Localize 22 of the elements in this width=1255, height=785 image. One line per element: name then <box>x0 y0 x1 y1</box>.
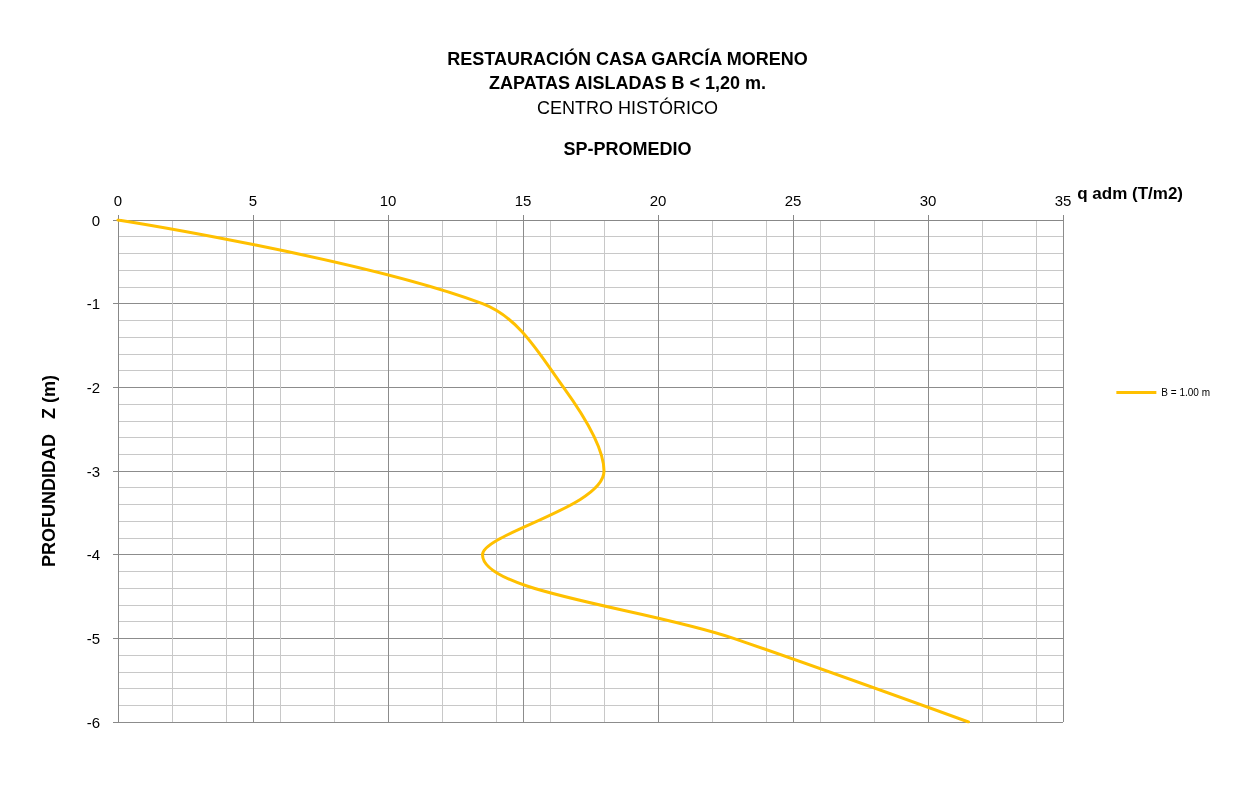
y-tick-label: -4 <box>86 546 100 564</box>
x-tick-label: 25 <box>784 192 802 209</box>
x-tick-label: 5 <box>248 192 258 209</box>
y-tick-label: -2 <box>86 378 100 396</box>
y-tick-label: 0 <box>91 211 100 229</box>
chart-title: RESTAURACIÓN CASA GARCÍA MORENO ZAPATAS AISLADAS B < 1,20 m. <box>447 48 808 93</box>
y-tick-label: -5 <box>86 629 100 647</box>
x-tick-label: 20 <box>649 192 667 209</box>
chart-subtitle: CENTRO HISTÓRICO <box>536 97 719 118</box>
y-tick-label: -6 <box>86 713 100 731</box>
y-tick-label: -3 <box>86 462 100 480</box>
x-axis-title: q adm (T/m2) <box>1077 184 1184 203</box>
x-tick-label: 0 <box>113 192 123 209</box>
x-tick-label: 35 <box>1054 192 1072 209</box>
text: SP-PROMEDIO <box>563 139 692 159</box>
y-tick-label: -1 <box>86 295 100 313</box>
x-tick-label: 30 <box>919 192 937 209</box>
line-series <box>116 218 970 724</box>
y-axis-title: PROFUNDIDAD Z (m) <box>39 375 59 567</box>
x-tick-label: 15 <box>514 192 532 209</box>
x-tick-label: 10 <box>379 192 397 209</box>
legend-label: B = 1.00 m <box>1161 387 1210 398</box>
